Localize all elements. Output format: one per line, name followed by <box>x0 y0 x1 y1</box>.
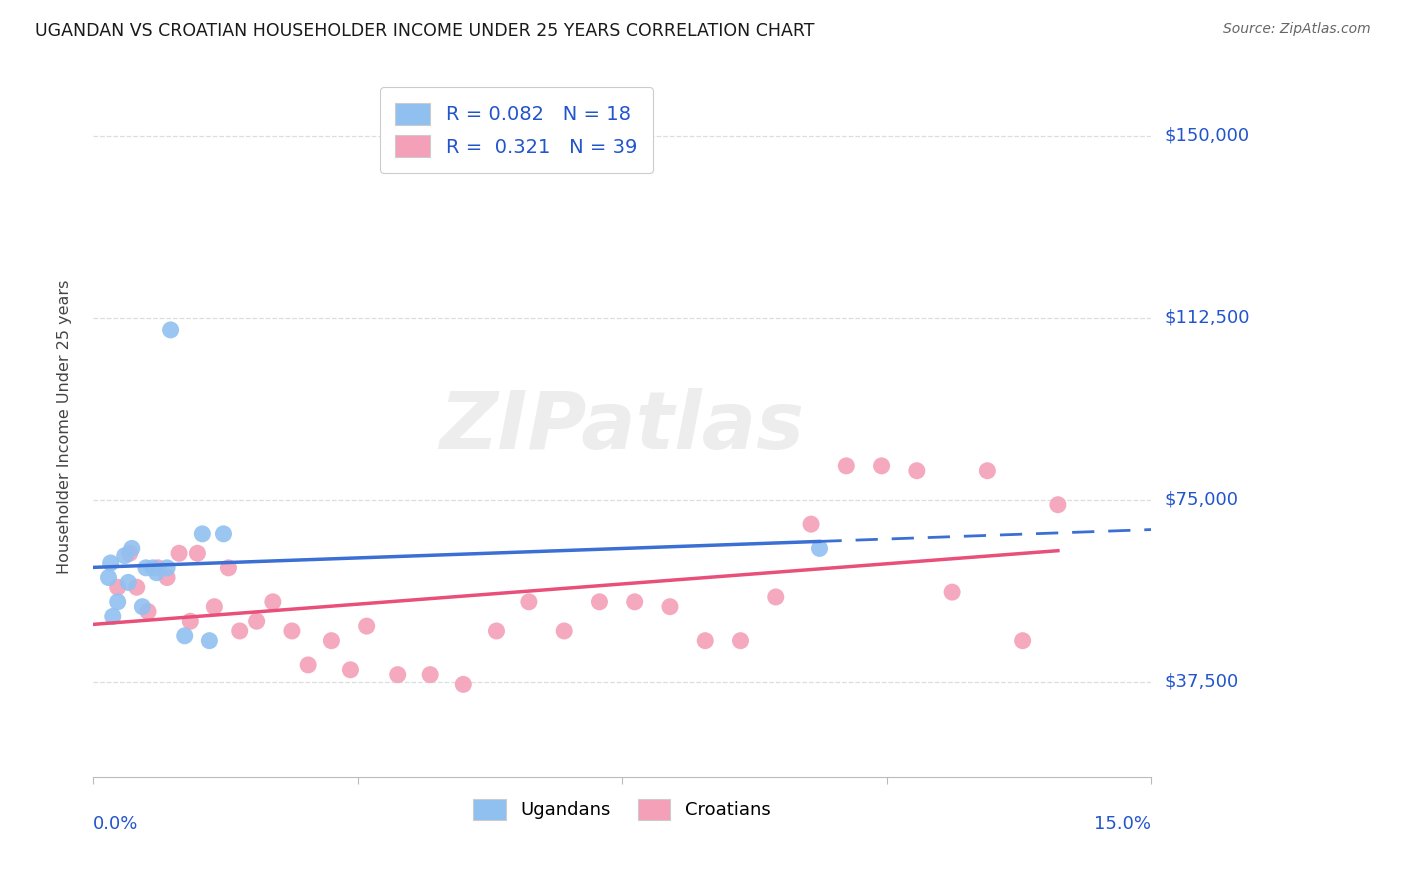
Point <box>156 570 179 584</box>
Point <box>387 667 409 681</box>
Point <box>167 546 190 560</box>
Point <box>246 614 269 628</box>
Point <box>835 458 858 473</box>
Point <box>97 570 120 584</box>
Point <box>118 546 141 560</box>
Point <box>121 541 143 556</box>
Point <box>588 595 610 609</box>
Point <box>131 599 153 614</box>
Point <box>173 629 195 643</box>
Point <box>419 667 441 681</box>
Point <box>191 526 214 541</box>
Point <box>262 595 284 609</box>
Point <box>695 633 717 648</box>
Text: UGANDAN VS CROATIAN HOUSEHOLDER INCOME UNDER 25 YEARS CORRELATION CHART: UGANDAN VS CROATIAN HOUSEHOLDER INCOME U… <box>35 22 814 40</box>
Point <box>107 595 129 609</box>
Point <box>659 599 682 614</box>
Point <box>321 633 343 648</box>
Point <box>125 580 148 594</box>
Point <box>800 517 823 532</box>
Point <box>107 580 129 594</box>
Point <box>179 614 201 628</box>
Text: 0.0%: 0.0% <box>93 815 138 833</box>
Point <box>217 561 239 575</box>
Point <box>730 633 752 648</box>
Point <box>453 677 475 691</box>
Point <box>1046 498 1069 512</box>
Point <box>297 657 319 672</box>
Point <box>186 546 208 560</box>
Point <box>159 323 181 337</box>
Point <box>136 605 159 619</box>
Point <box>114 549 136 563</box>
Text: Source: ZipAtlas.com: Source: ZipAtlas.com <box>1223 22 1371 37</box>
Text: $150,000: $150,000 <box>1166 127 1250 145</box>
Point <box>212 526 235 541</box>
Point <box>553 624 575 638</box>
Point <box>101 609 124 624</box>
Text: $75,000: $75,000 <box>1166 491 1239 508</box>
Point <box>485 624 508 638</box>
Point <box>202 599 225 614</box>
Text: $37,500: $37,500 <box>1166 673 1239 691</box>
Point <box>517 595 540 609</box>
Y-axis label: Householder Income Under 25 years: Householder Income Under 25 years <box>58 280 72 574</box>
Point <box>870 458 893 473</box>
Point <box>623 595 645 609</box>
Point <box>1011 633 1033 648</box>
Point <box>228 624 250 638</box>
Point <box>135 561 157 575</box>
Point <box>142 561 165 575</box>
Point <box>339 663 361 677</box>
Point <box>117 575 139 590</box>
Point <box>100 556 122 570</box>
Legend: Ugandans, Croatians: Ugandans, Croatians <box>467 792 778 827</box>
Point <box>198 633 221 648</box>
Point <box>356 619 378 633</box>
Point <box>765 590 787 604</box>
Text: 15.0%: 15.0% <box>1094 815 1152 833</box>
Point <box>941 585 963 599</box>
Point <box>156 561 179 575</box>
Point <box>808 541 831 556</box>
Text: ZIPatlas: ZIPatlas <box>440 388 804 466</box>
Point <box>976 464 998 478</box>
Point <box>146 561 169 575</box>
Point <box>905 464 928 478</box>
Point <box>281 624 304 638</box>
Text: $112,500: $112,500 <box>1166 309 1250 326</box>
Point <box>145 566 167 580</box>
